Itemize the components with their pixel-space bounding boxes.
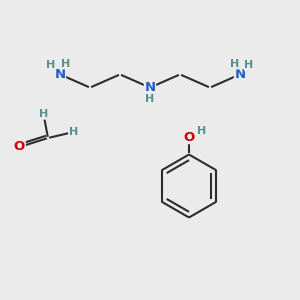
Text: H: H xyxy=(197,125,206,136)
Text: N: N xyxy=(144,81,156,94)
Text: H: H xyxy=(61,59,70,69)
Text: H: H xyxy=(46,60,55,70)
Text: N: N xyxy=(234,68,246,81)
Text: H: H xyxy=(230,59,239,69)
Text: H: H xyxy=(146,94,154,104)
Text: H: H xyxy=(39,109,48,119)
Text: H: H xyxy=(69,127,78,137)
Text: N: N xyxy=(54,68,66,81)
Text: O: O xyxy=(183,130,195,144)
Text: O: O xyxy=(14,140,25,154)
Text: H: H xyxy=(244,60,253,70)
